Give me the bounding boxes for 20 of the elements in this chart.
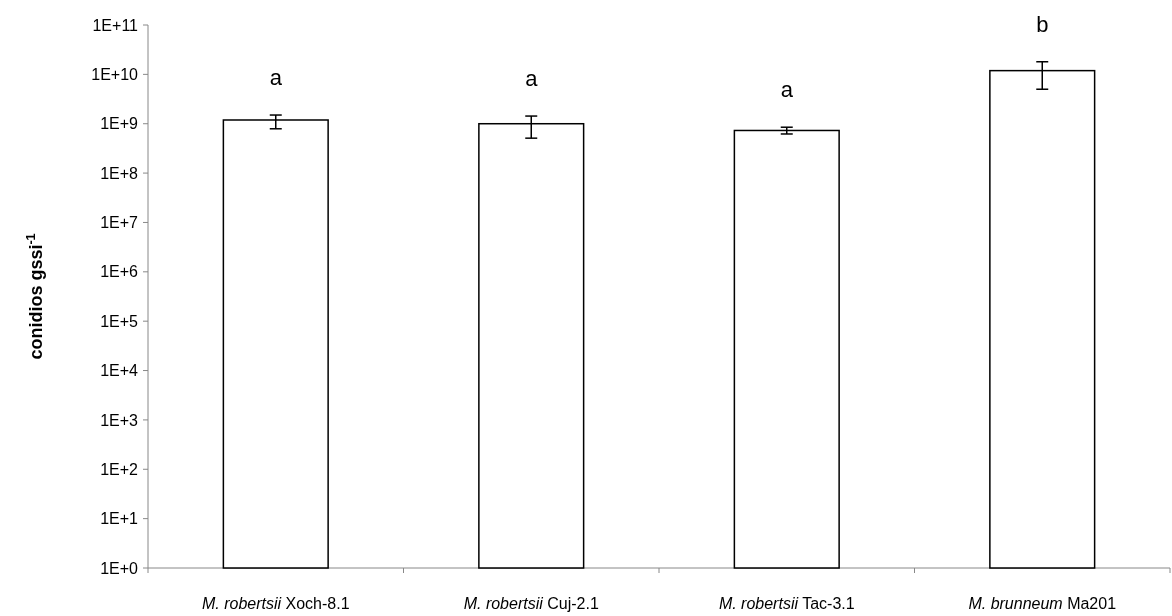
y-tick-label: 1E+11 <box>92 16 139 34</box>
x-tick-label: M. robertsii Xoch-8.1 <box>201 595 350 612</box>
y-tick-label: 1E+6 <box>100 263 139 281</box>
y-tick-label: 1E+3 <box>100 411 139 429</box>
annotation: a <box>269 65 283 91</box>
y-tick-label: 1E+4 <box>100 362 139 380</box>
annotation: a <box>780 77 794 103</box>
y-tick-label: 1E+1 <box>100 510 139 528</box>
annotation: a <box>525 66 539 92</box>
x-tick-label: M. robertsii Cuj-2.1 <box>463 595 599 612</box>
y-tick-label: 1E+5 <box>100 312 139 330</box>
y-tick-label: 1E+7 <box>100 214 139 232</box>
y-tick-label: 1E+8 <box>100 164 139 182</box>
x-tick-label: M. brunneum Ma201 <box>968 595 1117 612</box>
y-tick-label: 1E+2 <box>100 460 139 478</box>
y-tick-label: 1E+9 <box>100 115 139 133</box>
x-tick-label: M. robertsii Tac-3.1 <box>718 595 855 612</box>
y-tick-label: 1E+0 <box>100 559 139 577</box>
y-tick-label: 1E+10 <box>91 65 139 83</box>
annotation: b <box>1036 11 1049 37</box>
